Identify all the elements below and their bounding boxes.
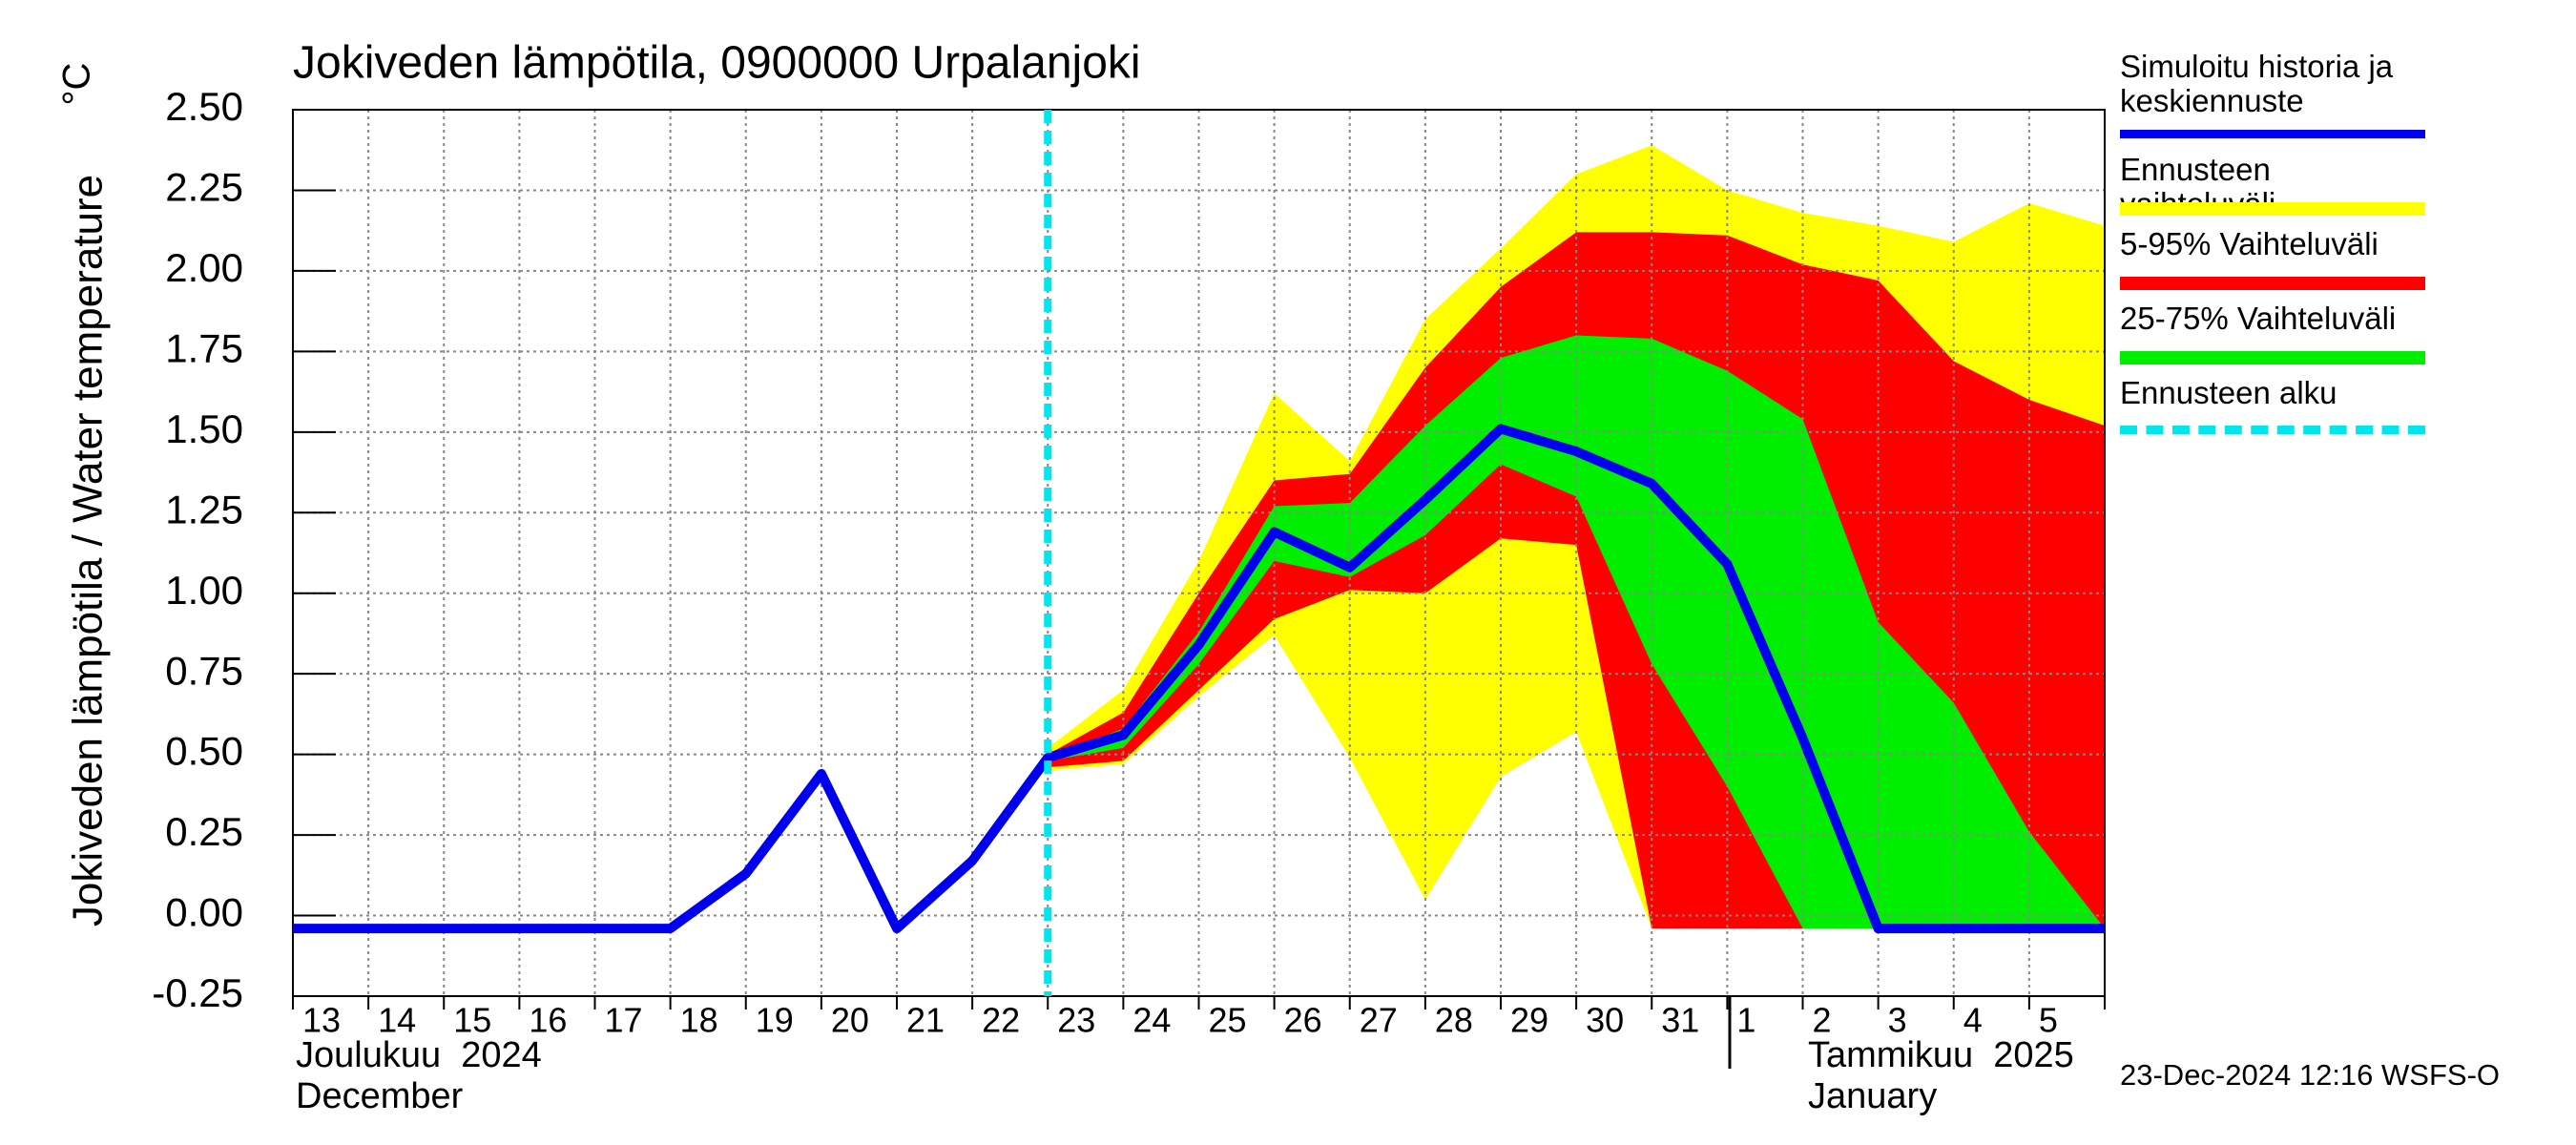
legend-swatch <box>2120 130 2425 138</box>
x-tick-label: 21 <box>906 1001 945 1040</box>
month-label: Tammikuu 2025 <box>1808 1035 2074 1075</box>
x-tick-label: 16 <box>529 1001 567 1040</box>
y-tick-label: 0.00 <box>165 890 243 935</box>
x-tick-label: 27 <box>1360 1001 1398 1040</box>
x-tick-label: 14 <box>378 1001 416 1040</box>
bands <box>1048 145 2105 929</box>
y-tick-label: 2.25 <box>165 165 243 210</box>
legend-label: Simuloitu historia ja keskiennuste <box>2120 49 2394 118</box>
x-tick-label: 23 <box>1057 1001 1095 1040</box>
y-axis-label: Jokiveden lämpötila / Water temperature <box>65 175 112 926</box>
x-tick-label: 5 <box>2039 1001 2058 1040</box>
line <box>293 424 2105 934</box>
y-tick-label: 0.75 <box>165 648 243 693</box>
legend-swatch <box>2120 351 2425 364</box>
y-tick-label: 0.25 <box>165 809 243 854</box>
x-tick-label: 19 <box>756 1001 794 1040</box>
y-tick-label: 2.50 <box>165 84 243 129</box>
x-tick-label: 28 <box>1435 1001 1473 1040</box>
y-axis-unit: °C <box>56 63 98 106</box>
x-tick-label: 24 <box>1132 1001 1171 1040</box>
legend-swatch <box>2120 426 2425 434</box>
legend-swatch <box>2120 202 2425 216</box>
x-tick-label: 25 <box>1209 1001 1247 1040</box>
x-tick-label: 4 <box>1963 1001 1983 1040</box>
y-tick-label: 1.00 <box>165 568 243 613</box>
x-tick-label: 13 <box>302 1001 341 1040</box>
x-tick-label: 17 <box>605 1001 643 1040</box>
x-tick-label: 3 <box>1888 1001 1907 1040</box>
plot-frame <box>292 109 2106 997</box>
month-label: January <box>1808 1076 1937 1116</box>
chart-title: Jokiveden lämpötila, 0900000 Urpalanjoki <box>293 38 1141 89</box>
legend-label: Ennusteen alku <box>2120 375 2337 410</box>
y-tick-label: 0.50 <box>165 729 243 774</box>
x-tick-label: 2 <box>1813 1001 1832 1040</box>
y-tick-label: 1.75 <box>165 325 243 370</box>
x-tick-label: 26 <box>1284 1001 1322 1040</box>
y-tick-label: 1.25 <box>165 487 243 531</box>
legend-swatch <box>2120 277 2425 290</box>
x-tick-label: 18 <box>680 1001 718 1040</box>
month-label: Joulukuu 2024 <box>296 1035 542 1075</box>
y-tick-label: 2.00 <box>165 245 243 290</box>
x-tick-label: 29 <box>1510 1001 1548 1040</box>
x-tick-label: 1 <box>1736 1001 1755 1040</box>
band-area <box>1048 335 2105 929</box>
legend-label: 5-95% Vaihteluväli <box>2120 226 2379 261</box>
x-tick-label: 20 <box>831 1001 869 1040</box>
x-tick-label: 15 <box>453 1001 491 1040</box>
x-tick-label: 30 <box>1586 1001 1624 1040</box>
legend-label: 25-75% Vaihteluväli <box>2120 301 2397 336</box>
y-tick-label: -0.25 <box>152 970 243 1015</box>
x-tick-label: 22 <box>982 1001 1020 1040</box>
x-tick-label: 31 <box>1661 1001 1699 1040</box>
timestamp: 23-Dec-2024 12:16 WSFS-O <box>2120 1058 2500 1092</box>
y-tick-label: 1.50 <box>165 406 243 451</box>
month-label: December <box>296 1076 464 1116</box>
